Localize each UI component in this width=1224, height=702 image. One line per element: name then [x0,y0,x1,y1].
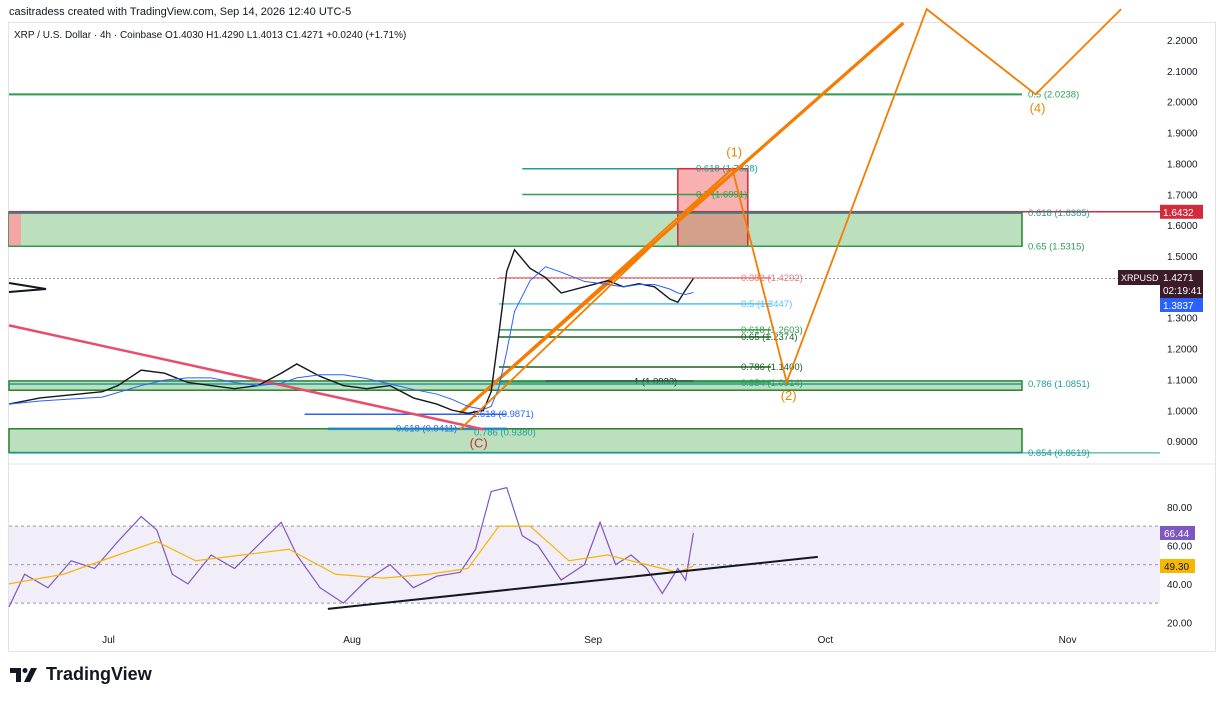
wave-label: (1) [726,145,742,160]
price-tick-label: 1.6000 [1167,221,1198,232]
symbol-tag-text: XRPUSD [1121,273,1159,283]
moving-average-line [8,266,694,411]
fib-level-label: 0.65 (1.2374) [741,332,798,343]
arrow-marker [8,282,47,293]
rsi-tick-label: 80.00 [1167,503,1192,514]
fib-level-label: 0.65 (1.5315) [1028,241,1085,252]
price-tag-upper [1160,204,1203,219]
symbol-tag [1118,270,1160,285]
rsi-value-tag [1160,525,1195,540]
rsi-pane: 80.00 60.00 40.00 20.00 66.44 49.30 [8,486,1195,629]
price-tick-label: 1.3000 [1167,314,1198,325]
fib-level-label: 1.618 (0.9871) [472,409,534,420]
zones [8,167,1023,454]
rsi-tick-label: 60.00 [1167,541,1192,552]
time-tick-label: Nov [1059,635,1077,646]
rsi-trendline [327,555,818,610]
brand-name: TradingView [46,664,152,684]
rsi-line [8,486,694,608]
fib-levels: 0.5 (2.0238) 0.618 (1.7828) 0.5 (1.6991) 0.… [9,89,1160,459]
rsi-ma-text: 49.30 [1164,562,1189,573]
price-tick-label: 1.8000 [1167,159,1198,170]
price-tag-upper-text: 1.6432 [1163,208,1194,219]
price-tag-lower-text: 1.3837 [1163,301,1194,312]
fib-level-label: 0.618 (1.6385) [1028,208,1090,219]
rsi-ma-tag [1160,558,1195,573]
wave-label: (4) [1030,100,1046,115]
price-series [8,248,694,415]
fib-level-label: 0.618 (1.2603) [741,325,803,336]
time-tick-label: Sep [584,635,602,646]
tradingview-logo[interactable]: TradingView [10,664,152,685]
symbol-ohlc-legend: XRP / U.S. Dollar · 4h · Coinbase O1.403… [14,30,407,41]
wave-projection-path [459,7,1122,431]
price-tick-label: 2.1000 [1167,67,1198,78]
price-tick-label: 1.0000 [1167,406,1198,417]
price-tick-label: 1.2000 [1167,345,1198,356]
rsi-tick-label: 20.00 [1167,618,1192,629]
fib-level-label: 0.382 (1.4292) [741,273,803,284]
price-tick-label: 0.9000 [1167,437,1198,448]
elliott-waves: (C) (1) (2) (4) [459,7,1122,450]
time-tick-label: Aug [343,635,361,646]
fib-level-label: 0.786 (1.0851) [1028,379,1090,390]
price-tick-label: 2.0000 [1167,98,1198,109]
price-tick-label: 1.1000 [1167,375,1198,386]
fib-level-label: 0.786 (1.1400) [741,362,803,373]
wave-label: (2) [781,388,797,403]
current-price-text: 1.4271 [1163,273,1194,284]
current-price-tag [1160,270,1203,298]
chart-credit: casitradess created with TradingView.com… [9,6,352,18]
zone-red-edge [9,211,21,247]
price-tag-lower [1160,298,1203,312]
fib-level-label: 0.5 (1.6991) [696,190,747,201]
rsi-value-text: 66.44 [1164,529,1189,540]
chart-frame [8,22,1216,652]
price-line [8,248,694,415]
countdown-text: 02:19:41 [1163,286,1202,297]
price-tick-label: 1.7000 [1167,190,1198,201]
trendline-bear-trend [8,324,484,431]
axes: 2.2000 2.1000 2.0000 1.9000 1.8000 1.7000 1.60… [102,36,1203,646]
price-tick-label: 1.5000 [1167,252,1198,263]
zone-support-upper [8,380,1023,391]
rsi-tick-label: 40.00 [1167,580,1192,591]
trendline-bull-channel-inner [459,168,733,415]
time-tick-label: Jul [102,635,115,646]
wave-label: (C) [470,435,488,450]
tradingview-logo-icon [10,667,37,682]
fib-level-label: 0.5 (2.0238) [1028,89,1079,100]
fib-level-label: 0.618 (1.7828) [696,164,758,175]
price-tick-label: 2.2000 [1167,36,1198,47]
rsi-ma-line [8,525,694,585]
fib-level-label: 0.786 (0.9380) [474,427,536,438]
price-tick-label: 1.9000 [1167,129,1198,140]
zone-resistance [8,211,1023,248]
time-tick-label: Oct [818,635,834,646]
